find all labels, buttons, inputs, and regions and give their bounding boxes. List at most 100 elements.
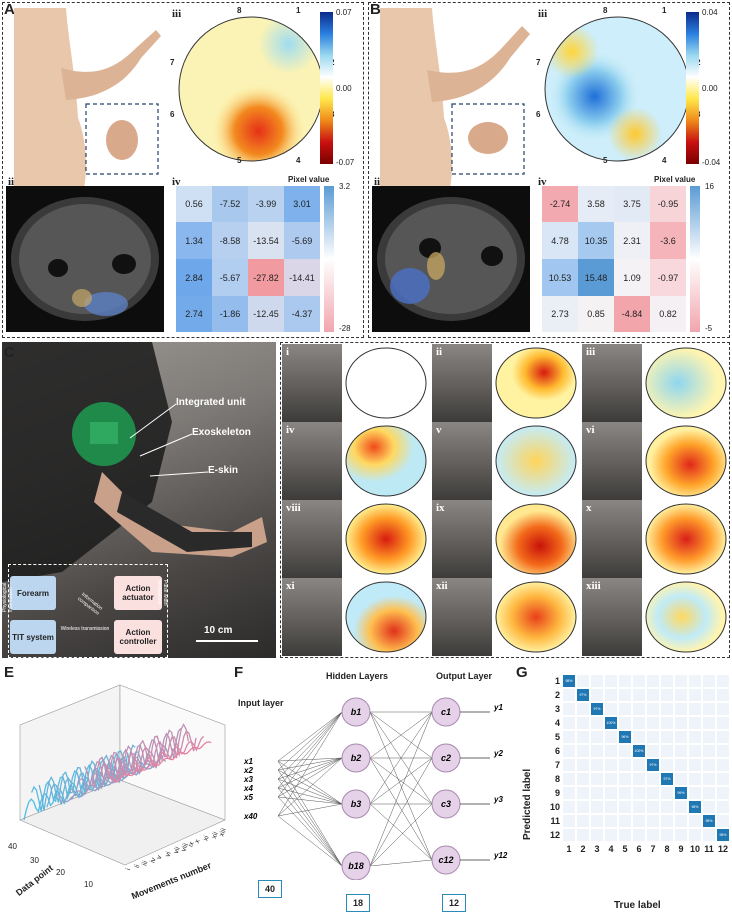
waveform-series — [114, 741, 212, 783]
cm-cell — [716, 744, 730, 758]
flow-actuator: Action actuator — [114, 576, 162, 610]
output-node-label: c12 — [438, 855, 453, 865]
cm-cell — [702, 772, 716, 786]
nn-connection — [277, 796, 343, 867]
electrode-7-b: 7 — [536, 58, 541, 67]
pixel-value-label-b: Pixel value — [654, 175, 696, 184]
d-photo — [282, 344, 342, 422]
d-tile-viii: viii — [282, 500, 430, 578]
cm-cell — [590, 688, 604, 702]
g-row-tick: 2 — [554, 690, 560, 700]
cm-cell — [716, 786, 730, 800]
nn-connection — [369, 757, 433, 861]
cm-cell: 98% — [688, 800, 702, 814]
e-ytick: 10 — [84, 880, 93, 889]
eit-map-b — [544, 16, 690, 162]
grid-a-cell: -12.45 — [248, 296, 284, 332]
d-tile-i: i — [282, 344, 430, 422]
cm-cell — [576, 828, 590, 842]
cm-cell — [716, 702, 730, 716]
output-node-label: c2 — [441, 753, 451, 763]
g-row-tick: 6 — [554, 746, 560, 756]
grid-b-cell: -0.97 — [650, 259, 686, 296]
panel-c-label: C — [4, 344, 15, 361]
callout-integrated-unit: Integrated unit — [176, 397, 246, 408]
pixbar-a-min: -28 — [339, 324, 351, 333]
cm-cell — [590, 716, 604, 730]
cm-cell — [674, 814, 688, 828]
scale-bar — [196, 640, 258, 642]
cm-cell — [632, 814, 646, 828]
cm-cell — [604, 674, 618, 688]
input-node-label: x40 — [243, 812, 258, 821]
grid-b-cell: -0.95 — [650, 186, 686, 222]
cm-cell — [674, 744, 688, 758]
g-row-tick: 4 — [554, 718, 560, 728]
electrode-5-a: 5 — [237, 156, 242, 165]
cm-cell — [716, 814, 730, 828]
cm-cell: 99% — [674, 786, 688, 800]
arm-illustration-b — [380, 8, 530, 188]
cm-cell — [590, 674, 604, 688]
electrode-6-b: 6 — [536, 110, 541, 119]
count-input: 40 — [264, 884, 275, 894]
cm-cell — [632, 786, 646, 800]
output-y-label: y3 — [493, 795, 503, 804]
output-y-label: y12 — [493, 851, 508, 860]
grid-a-cell: -4.37 — [284, 296, 320, 332]
nn-connection — [277, 778, 343, 867]
cm-cell — [660, 702, 674, 716]
g-row-tick: 3 — [554, 704, 560, 714]
nn-connection — [277, 711, 343, 817]
count-hidden-box: 18 — [346, 894, 370, 912]
grid-a-cell: -5.69 — [284, 222, 320, 259]
cm-cell — [716, 716, 730, 730]
hidden-node-label: b2 — [351, 753, 362, 763]
pixel-grid-a: 0.56 -7.52 -3.99 3.01 1.34 -8.58 -13.54 … — [176, 186, 320, 332]
mri-image-a — [6, 186, 164, 332]
grid-b-cell: 3.58 — [578, 186, 614, 222]
cm-cell — [688, 716, 702, 730]
cm-cell — [576, 814, 590, 828]
cm-cell — [618, 702, 632, 716]
panel-b-sub-iii: iii — [538, 8, 548, 20]
hidden-layer-title: Hidden Layers — [326, 671, 389, 681]
d-tile-vi: vi — [582, 422, 728, 500]
cm-cell — [688, 786, 702, 800]
hidden-node — [341, 697, 371, 727]
hidden-node — [341, 743, 371, 773]
grid-b-cell: -3.6 — [650, 222, 686, 259]
d-tile-label: xi — [286, 580, 295, 592]
g-col-tick: 11 — [704, 844, 714, 854]
cm-cell — [618, 800, 632, 814]
cm-cell — [716, 674, 730, 688]
cm-cell — [674, 674, 688, 688]
cm-cell — [660, 814, 674, 828]
cm-cell — [604, 800, 618, 814]
grid-a-cell: 2.74 — [176, 296, 212, 332]
output-y-label: y1 — [493, 703, 503, 712]
cm-cell — [688, 772, 702, 786]
cm-cell — [576, 674, 590, 688]
cm-cell: 97% — [590, 702, 604, 716]
cm-cell — [632, 828, 646, 842]
nn-connection — [277, 711, 343, 798]
g-col-tick: 3 — [594, 844, 600, 854]
nn-connection — [277, 757, 343, 762]
d-photo — [432, 422, 492, 500]
cm-cell — [702, 758, 716, 772]
g-col-tick: 8 — [664, 844, 670, 854]
scale-bar-label: 10 cm — [204, 625, 233, 636]
cm-cell — [674, 688, 688, 702]
d-eit-map — [495, 503, 577, 575]
grid-b-cell: -4.84 — [614, 296, 650, 332]
cm-cell — [688, 744, 702, 758]
nn-connection — [277, 787, 343, 867]
electrode-1-a: 1 — [296, 6, 301, 15]
colorbar-b-min: -0.04 — [702, 158, 721, 167]
d-photo — [432, 578, 492, 656]
g-col-tick: 7 — [650, 844, 656, 854]
grid-a-cell: 0.56 — [176, 186, 212, 222]
flow-controller: Action controller — [114, 620, 162, 654]
